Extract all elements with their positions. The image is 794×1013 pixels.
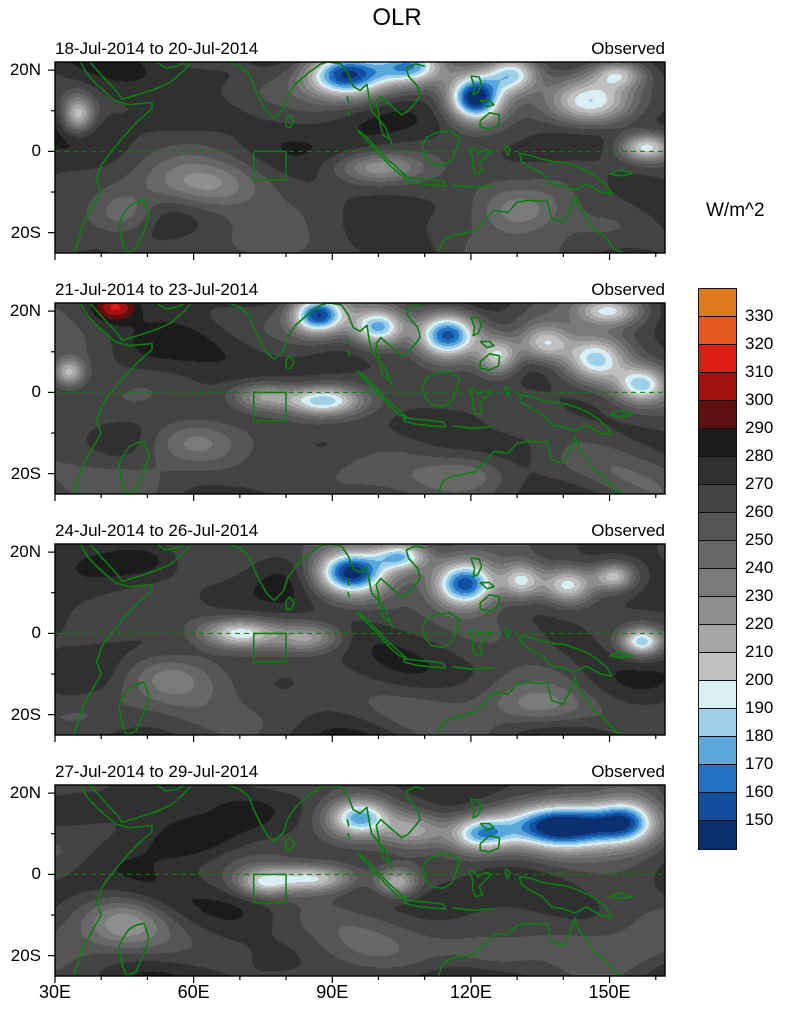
colorbar-tick-label: 330 xyxy=(745,306,774,325)
colorbar-tick-label: 300 xyxy=(745,390,774,409)
panel-4-y-axis: 20N 0 20S xyxy=(0,783,50,976)
panel-3-source-label: Observed xyxy=(591,521,665,540)
panel-1-date-range: 18-Jul-2014 to 20-Jul-2014 xyxy=(55,39,259,58)
map-panel-4: 27-Jul-2014 to 29-Jul-2014 Observed 20N … xyxy=(0,759,666,983)
colorbar-tick-label: 190 xyxy=(745,698,774,717)
colorbar-tick-label: 170 xyxy=(745,754,774,773)
map-panel-2: 21-Jul-2014 to 23-Jul-2014 Observed 20N … xyxy=(0,277,666,501)
colorbar-swatch xyxy=(699,681,736,709)
panel-1-header: 18-Jul-2014 to 20-Jul-2014 Observed xyxy=(55,36,665,62)
colorbar-tick-label: 230 xyxy=(745,586,774,605)
colorbar-swatch xyxy=(699,597,736,625)
map-overlay-4 xyxy=(48,784,666,983)
colorbar-tick-label: 200 xyxy=(745,670,774,689)
panel-4-date-range: 27-Jul-2014 to 29-Jul-2014 xyxy=(55,762,259,781)
colorbar-swatch xyxy=(699,737,736,765)
panel-2-source-label: Observed xyxy=(591,280,665,299)
colorbar-tick-label: 180 xyxy=(745,726,774,745)
colorbar-tick-label: 150 xyxy=(745,810,774,829)
colorbar-tick-label: 290 xyxy=(745,418,774,437)
x-axis-tick-labels: 30E 60E 90E 120E 150E xyxy=(0,982,794,1006)
colorbar-units-label: W/m^2 xyxy=(706,200,765,221)
colorbar-swatch xyxy=(699,765,736,793)
map-panel-3: 24-Jul-2014 to 26-Jul-2014 Observed 20N … xyxy=(0,518,666,742)
colorbar-swatches xyxy=(698,288,737,850)
colorbar-swatch xyxy=(699,429,736,457)
colorbar-swatch xyxy=(699,401,736,429)
colorbar-swatch xyxy=(699,513,736,541)
y-tick-label-20n: 20N xyxy=(9,301,41,321)
colorbar-swatch xyxy=(699,821,736,849)
map-overlay-2 xyxy=(48,302,666,501)
y-tick-label-20n: 20N xyxy=(9,542,41,562)
colorbar-tick-label: 310 xyxy=(745,362,774,381)
map-overlay-3 xyxy=(48,543,666,742)
colorbar-swatch xyxy=(699,709,736,737)
y-tick-label-20s: 20S xyxy=(10,704,41,724)
y-tick-label-0: 0 xyxy=(31,623,41,643)
panel-3-map xyxy=(48,543,666,742)
colorbar: W/m^2 330 320 310 300 290 280 270 260 250 240 230 2… xyxy=(698,200,794,850)
panel-2-date-range: 21-Jul-2014 to 23-Jul-2014 xyxy=(55,280,259,299)
map-panel-1: 18-Jul-2014 to 20-Jul-2014 Observed 20N … xyxy=(0,36,666,260)
panel-2-header: 21-Jul-2014 to 23-Jul-2014 Observed xyxy=(55,277,665,303)
y-tick-label-20s: 20S xyxy=(10,945,41,965)
panel-2-map xyxy=(48,302,666,501)
y-tick-label-0: 0 xyxy=(31,864,41,884)
x-tick-label-120e: 120E xyxy=(449,982,492,1002)
colorbar-swatch xyxy=(699,317,736,345)
colorbar-swatch xyxy=(699,345,736,373)
y-tick-label-20n: 20N xyxy=(9,60,41,80)
panel-4-source-label: Observed xyxy=(591,762,665,781)
panel-1-source-label: Observed xyxy=(591,39,665,58)
panel-1-y-axis: 20N 0 20S xyxy=(0,60,50,253)
panel-4-header: 27-Jul-2014 to 29-Jul-2014 Observed xyxy=(55,759,665,785)
colorbar-tick-label: 160 xyxy=(745,782,774,801)
y-tick-label-20s: 20S xyxy=(10,222,41,242)
colorbar-labels: 330 320 310 300 290 280 270 260 250 240 230 220 210 2… xyxy=(737,288,791,848)
colorbar-swatch xyxy=(699,485,736,513)
x-tick-label-150e: 150E xyxy=(588,982,631,1002)
colorbar-tick-label: 210 xyxy=(745,642,774,661)
colorbar-swatch xyxy=(699,569,736,597)
x-tick-label-60e: 60E xyxy=(177,982,210,1002)
colorbar-tick-label: 260 xyxy=(745,502,774,521)
panel-3-y-axis: 20N 0 20S xyxy=(0,542,50,735)
colorbar-tick-label: 220 xyxy=(745,614,774,633)
panel-3-header: 24-Jul-2014 to 26-Jul-2014 Observed xyxy=(55,518,665,544)
map-overlay-1 xyxy=(48,61,666,260)
colorbar-tick-label: 320 xyxy=(745,334,774,353)
colorbar-swatch xyxy=(699,541,736,569)
colorbar-tick-label: 270 xyxy=(745,474,774,493)
colorbar-swatch xyxy=(699,457,736,485)
y-tick-label-0: 0 xyxy=(31,382,41,402)
panel-3-date-range: 24-Jul-2014 to 26-Jul-2014 xyxy=(55,521,259,540)
x-tick-label-90e: 90E xyxy=(316,982,349,1002)
panel-4-map xyxy=(48,784,666,983)
colorbar-swatch xyxy=(699,373,736,401)
panel-1-map xyxy=(48,61,666,260)
colorbar-swatch xyxy=(699,289,736,317)
colorbar-swatch xyxy=(699,793,736,821)
colorbar-swatch xyxy=(699,653,736,681)
colorbar-tick-label: 280 xyxy=(745,446,774,465)
panel-2-y-axis: 20N 0 20S xyxy=(0,301,50,494)
y-tick-label-20s: 20S xyxy=(10,463,41,483)
colorbar-tick-label: 240 xyxy=(745,558,774,577)
colorbar-tick-label: 250 xyxy=(745,530,774,549)
colorbar-swatch xyxy=(699,625,736,653)
x-tick-label-30e: 30E xyxy=(38,982,72,1002)
y-tick-label-0: 0 xyxy=(31,141,41,161)
y-tick-label-20n: 20N xyxy=(9,783,41,803)
figure-title: OLR xyxy=(372,4,422,31)
